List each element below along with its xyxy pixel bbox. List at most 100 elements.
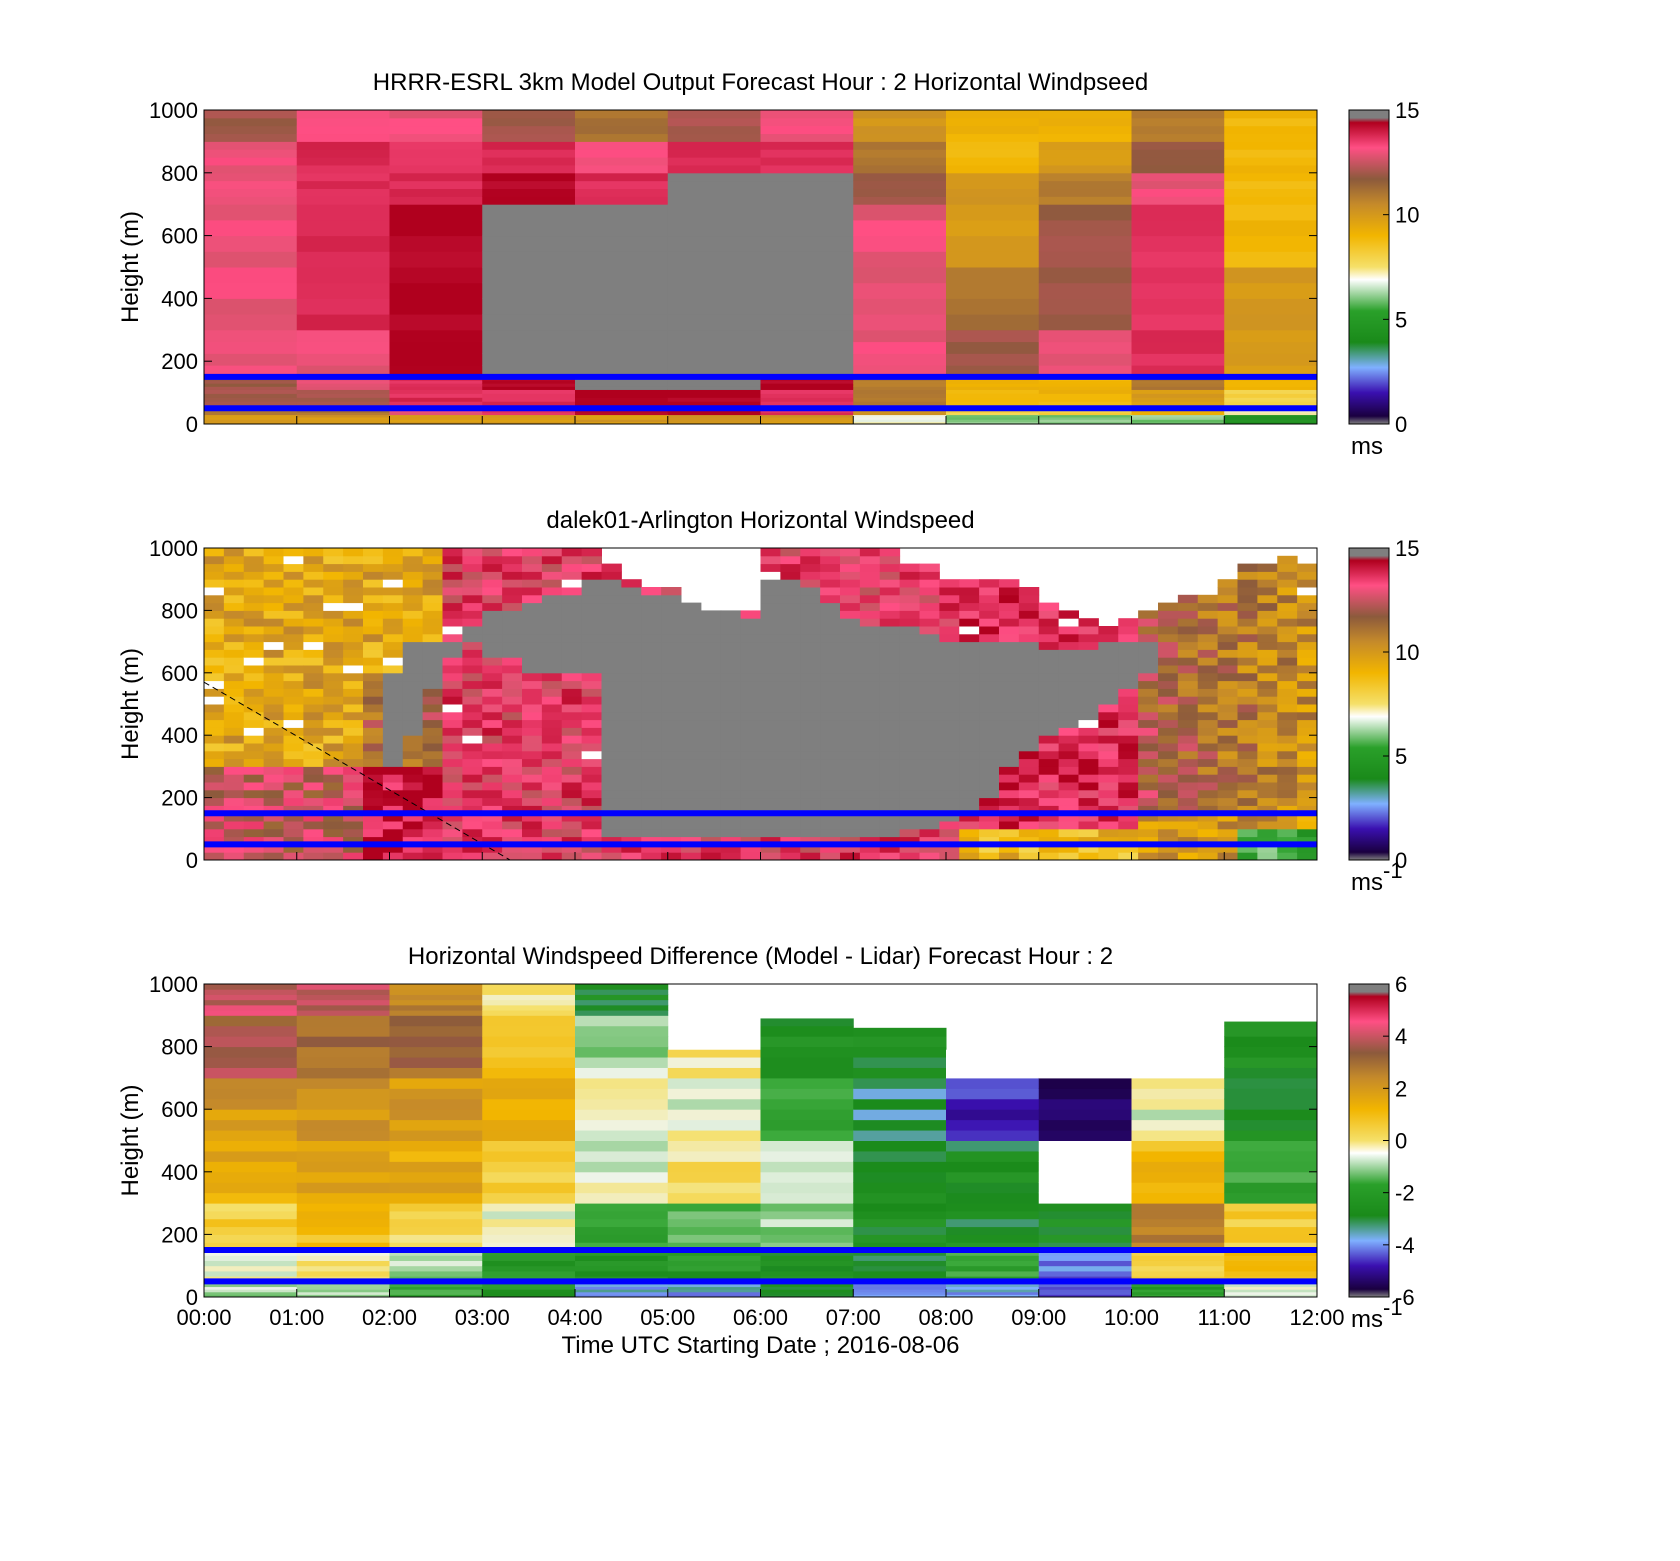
- data-cell: [382, 774, 404, 783]
- data-cell: [1277, 789, 1298, 799]
- data-cell: [1131, 172, 1225, 182]
- data-cell: [303, 680, 324, 689]
- data-cell: [1078, 688, 1099, 697]
- data-cell: [263, 821, 284, 830]
- data-cell: [389, 1226, 483, 1235]
- data-cell: [667, 219, 761, 237]
- data-cell: [780, 789, 801, 799]
- data-cell: [343, 743, 364, 752]
- data-cell: [1277, 743, 1298, 752]
- data-cell: [581, 852, 602, 861]
- data-cell: [1131, 1260, 1225, 1267]
- data-cell: [561, 758, 583, 767]
- data-cell: [840, 704, 861, 713]
- data-cell: [800, 852, 821, 861]
- data-cell: [243, 665, 265, 674]
- data-cell: [681, 672, 702, 682]
- data-cell: [946, 1088, 1040, 1100]
- data-cell: [1217, 680, 1238, 689]
- data-cell: [323, 641, 344, 650]
- data-cell: [1058, 766, 1079, 775]
- data-cell: [800, 680, 821, 689]
- data-cell: [1098, 735, 1119, 744]
- data-cell: [1297, 641, 1318, 650]
- data-cell: [482, 329, 576, 343]
- data-cell: [502, 852, 523, 861]
- data-cell: [1224, 314, 1318, 331]
- data-cell: [402, 704, 424, 713]
- data-cell: [1118, 805, 1139, 814]
- data-cell: [641, 797, 662, 806]
- data-cell: [296, 1077, 390, 1089]
- data-cell: [363, 844, 384, 853]
- data-cell: [389, 1210, 483, 1220]
- data-cell: [1038, 157, 1132, 166]
- data-cell: [482, 1036, 576, 1048]
- data-cell: [462, 563, 483, 572]
- data-cell: [700, 852, 722, 861]
- data-cell: [204, 157, 298, 166]
- data-cell: [760, 1088, 854, 1100]
- data-cell: [1224, 133, 1318, 142]
- data-cell: [1098, 766, 1119, 775]
- data-cell: [946, 1226, 1040, 1235]
- data-cell: [482, 1294, 576, 1298]
- data-cell: [800, 563, 821, 572]
- data-cell: [581, 766, 602, 775]
- data-cell: [959, 680, 980, 689]
- data-cell: [422, 633, 443, 643]
- data-cell: [1237, 633, 1258, 643]
- data-cell: [840, 813, 861, 822]
- data-cell: [919, 696, 940, 705]
- data-cell: [1018, 704, 1040, 713]
- data-cell: [323, 688, 344, 697]
- data-cell: [502, 641, 523, 650]
- data-cell: [999, 743, 1020, 752]
- data-cell: [1224, 1046, 1318, 1058]
- data-cell: [1038, 836, 1060, 845]
- data-cell: [946, 141, 1040, 150]
- data-cell: [502, 813, 523, 822]
- data-cell: [442, 555, 463, 565]
- data-cell: [581, 579, 602, 588]
- data-cell: [204, 1291, 298, 1295]
- data-cell: [760, 579, 781, 588]
- data-cell: [667, 1057, 761, 1068]
- data-cell: [939, 626, 960, 635]
- data-cell: [959, 758, 980, 767]
- data-cell: [919, 774, 940, 783]
- data-cell: [561, 672, 583, 682]
- data-cell: [1131, 416, 1225, 420]
- data-cell: [522, 618, 543, 627]
- data-cell: [204, 412, 298, 416]
- data-cell: [879, 750, 901, 760]
- data-cell: [389, 1203, 483, 1212]
- data-cell: [442, 626, 463, 635]
- data-cell: [575, 1283, 669, 1288]
- data-cell: [382, 735, 404, 744]
- data-cell: [296, 172, 390, 182]
- data-cell: [422, 805, 443, 814]
- data-cell: [482, 1242, 576, 1251]
- data-cell: [859, 672, 881, 682]
- data-cell: [1018, 813, 1040, 822]
- x-tick-label: 07:00: [826, 1305, 881, 1330]
- data-cell: [800, 727, 821, 736]
- data-cell: [223, 626, 245, 635]
- data-cell: [223, 555, 245, 565]
- data-cell: [422, 750, 443, 760]
- data-cell: [1131, 1192, 1225, 1204]
- data-cell: [402, 743, 424, 752]
- data-cell: [760, 157, 854, 166]
- data-cell: [1038, 141, 1132, 150]
- data-cell: [1177, 719, 1199, 728]
- data-cell: [853, 416, 947, 420]
- data-cell: [296, 416, 390, 420]
- data-cell: [482, 1283, 576, 1288]
- data-cell: [879, 828, 901, 838]
- data-cell: [422, 758, 443, 767]
- data-cell: [343, 805, 364, 814]
- data-cell: [363, 805, 384, 814]
- data-cell: [681, 852, 702, 861]
- data-cell: [204, 141, 298, 150]
